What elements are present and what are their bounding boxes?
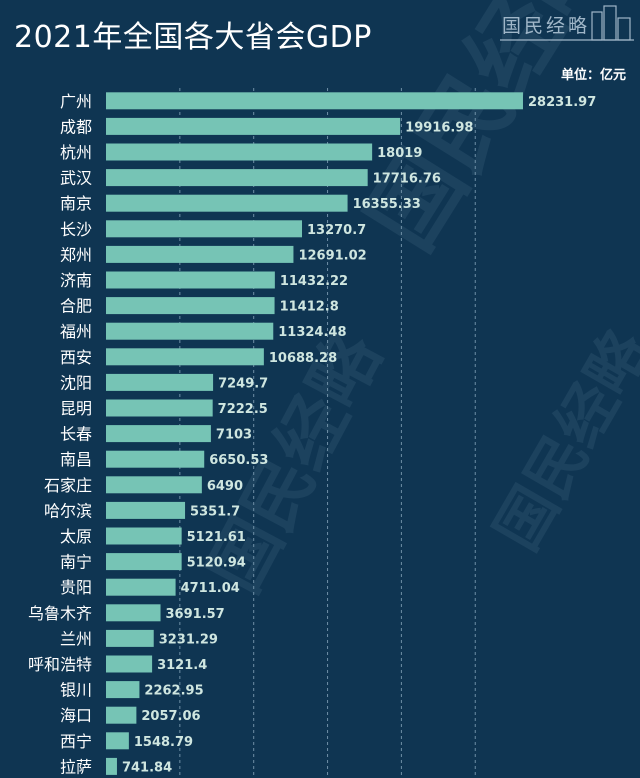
data-label: 7103	[216, 428, 252, 443]
bar	[106, 373, 214, 391]
data-label: 5121.61	[187, 530, 246, 545]
bar	[106, 399, 213, 417]
data-label: 12691.02	[298, 248, 366, 263]
category-label: 广州	[60, 92, 92, 111]
data-label: 5351.7	[190, 504, 240, 519]
data-label: 6490	[207, 479, 243, 494]
bar	[106, 425, 211, 443]
data-label: 7222.5	[218, 402, 268, 417]
bar	[106, 92, 523, 110]
category-label: 南宁	[60, 553, 92, 572]
bar	[106, 706, 137, 724]
category-label: 济南	[60, 271, 92, 290]
category-label: 石家庄	[44, 476, 92, 495]
category-label: 长沙	[60, 220, 92, 239]
data-label: 6650.53	[209, 453, 268, 468]
logo-text: 国民经略	[502, 15, 591, 37]
category-label: 沈阳	[60, 373, 92, 392]
brand-logo: 国民经略	[500, 2, 634, 42]
category-label: 杭州	[60, 143, 92, 162]
data-label: 11324.48	[278, 325, 346, 340]
data-label: 1548.79	[134, 735, 193, 750]
bar	[106, 245, 294, 263]
data-label: 5120.94	[187, 556, 246, 571]
category-label: 南京	[60, 194, 92, 213]
data-label: 11412.8	[280, 300, 339, 315]
bar	[106, 732, 129, 750]
bar	[106, 501, 186, 519]
bar	[106, 757, 117, 775]
data-label: 17716.76	[373, 172, 441, 187]
data-label: 2262.95	[144, 684, 203, 699]
bar	[106, 117, 401, 135]
category-label: 哈尔滨	[44, 501, 92, 520]
bar	[106, 629, 154, 647]
data-label: 3121.4	[157, 658, 207, 673]
data-label: 28231.97	[528, 95, 596, 110]
bar	[106, 220, 303, 238]
data-label: 4711.04	[181, 581, 240, 596]
category-label: 兰州	[60, 629, 92, 648]
bar	[106, 578, 176, 596]
category-label: 南昌	[60, 450, 92, 469]
bar	[106, 297, 275, 315]
chart-title: 2021年全国各大省会GDP	[14, 20, 372, 55]
data-label: 3231.29	[159, 632, 218, 647]
bar	[106, 553, 182, 571]
data-label: 2057.06	[141, 709, 200, 724]
category-label: 郑州	[60, 245, 92, 264]
category-label: 呼和浩特	[28, 655, 92, 674]
category-label: 乌鲁木齐	[28, 604, 92, 623]
data-label: 16355.33	[353, 197, 421, 212]
data-label: 7249.7	[218, 376, 268, 391]
bar	[106, 604, 161, 622]
category-label: 拉萨	[60, 757, 92, 776]
category-label: 海口	[60, 706, 92, 725]
data-label: 18019	[377, 146, 422, 161]
bar	[106, 322, 274, 340]
category-label: 贵阳	[60, 578, 92, 597]
data-label: 19916.98	[405, 120, 473, 135]
category-label: 西安	[60, 348, 92, 367]
bar	[106, 681, 140, 699]
bar	[106, 143, 373, 161]
category-label: 武汉	[60, 169, 92, 188]
data-label: 13270.7	[307, 223, 366, 238]
category-label: 福州	[60, 322, 92, 341]
bar	[106, 655, 153, 673]
category-label: 长春	[60, 425, 92, 444]
data-label: 741.84	[122, 760, 172, 775]
bar	[106, 450, 205, 468]
bar	[106, 169, 368, 187]
category-label: 太原	[60, 527, 92, 546]
category-label: 成都	[60, 117, 92, 136]
category-label: 银川	[60, 681, 92, 700]
category-label: 合肥	[60, 297, 92, 316]
bar	[106, 194, 348, 212]
unit-label: 单位：亿元	[560, 68, 626, 83]
category-label: 西宁	[60, 732, 92, 751]
bar	[106, 476, 202, 494]
category-label: 昆明	[60, 399, 92, 418]
skyline-icon	[500, 5, 634, 41]
data-label: 11432.22	[280, 274, 348, 289]
bar	[106, 348, 264, 366]
bar	[106, 271, 275, 289]
data-label: 10688.28	[269, 351, 337, 366]
data-label: 3691.57	[166, 607, 225, 622]
bar	[106, 527, 182, 545]
